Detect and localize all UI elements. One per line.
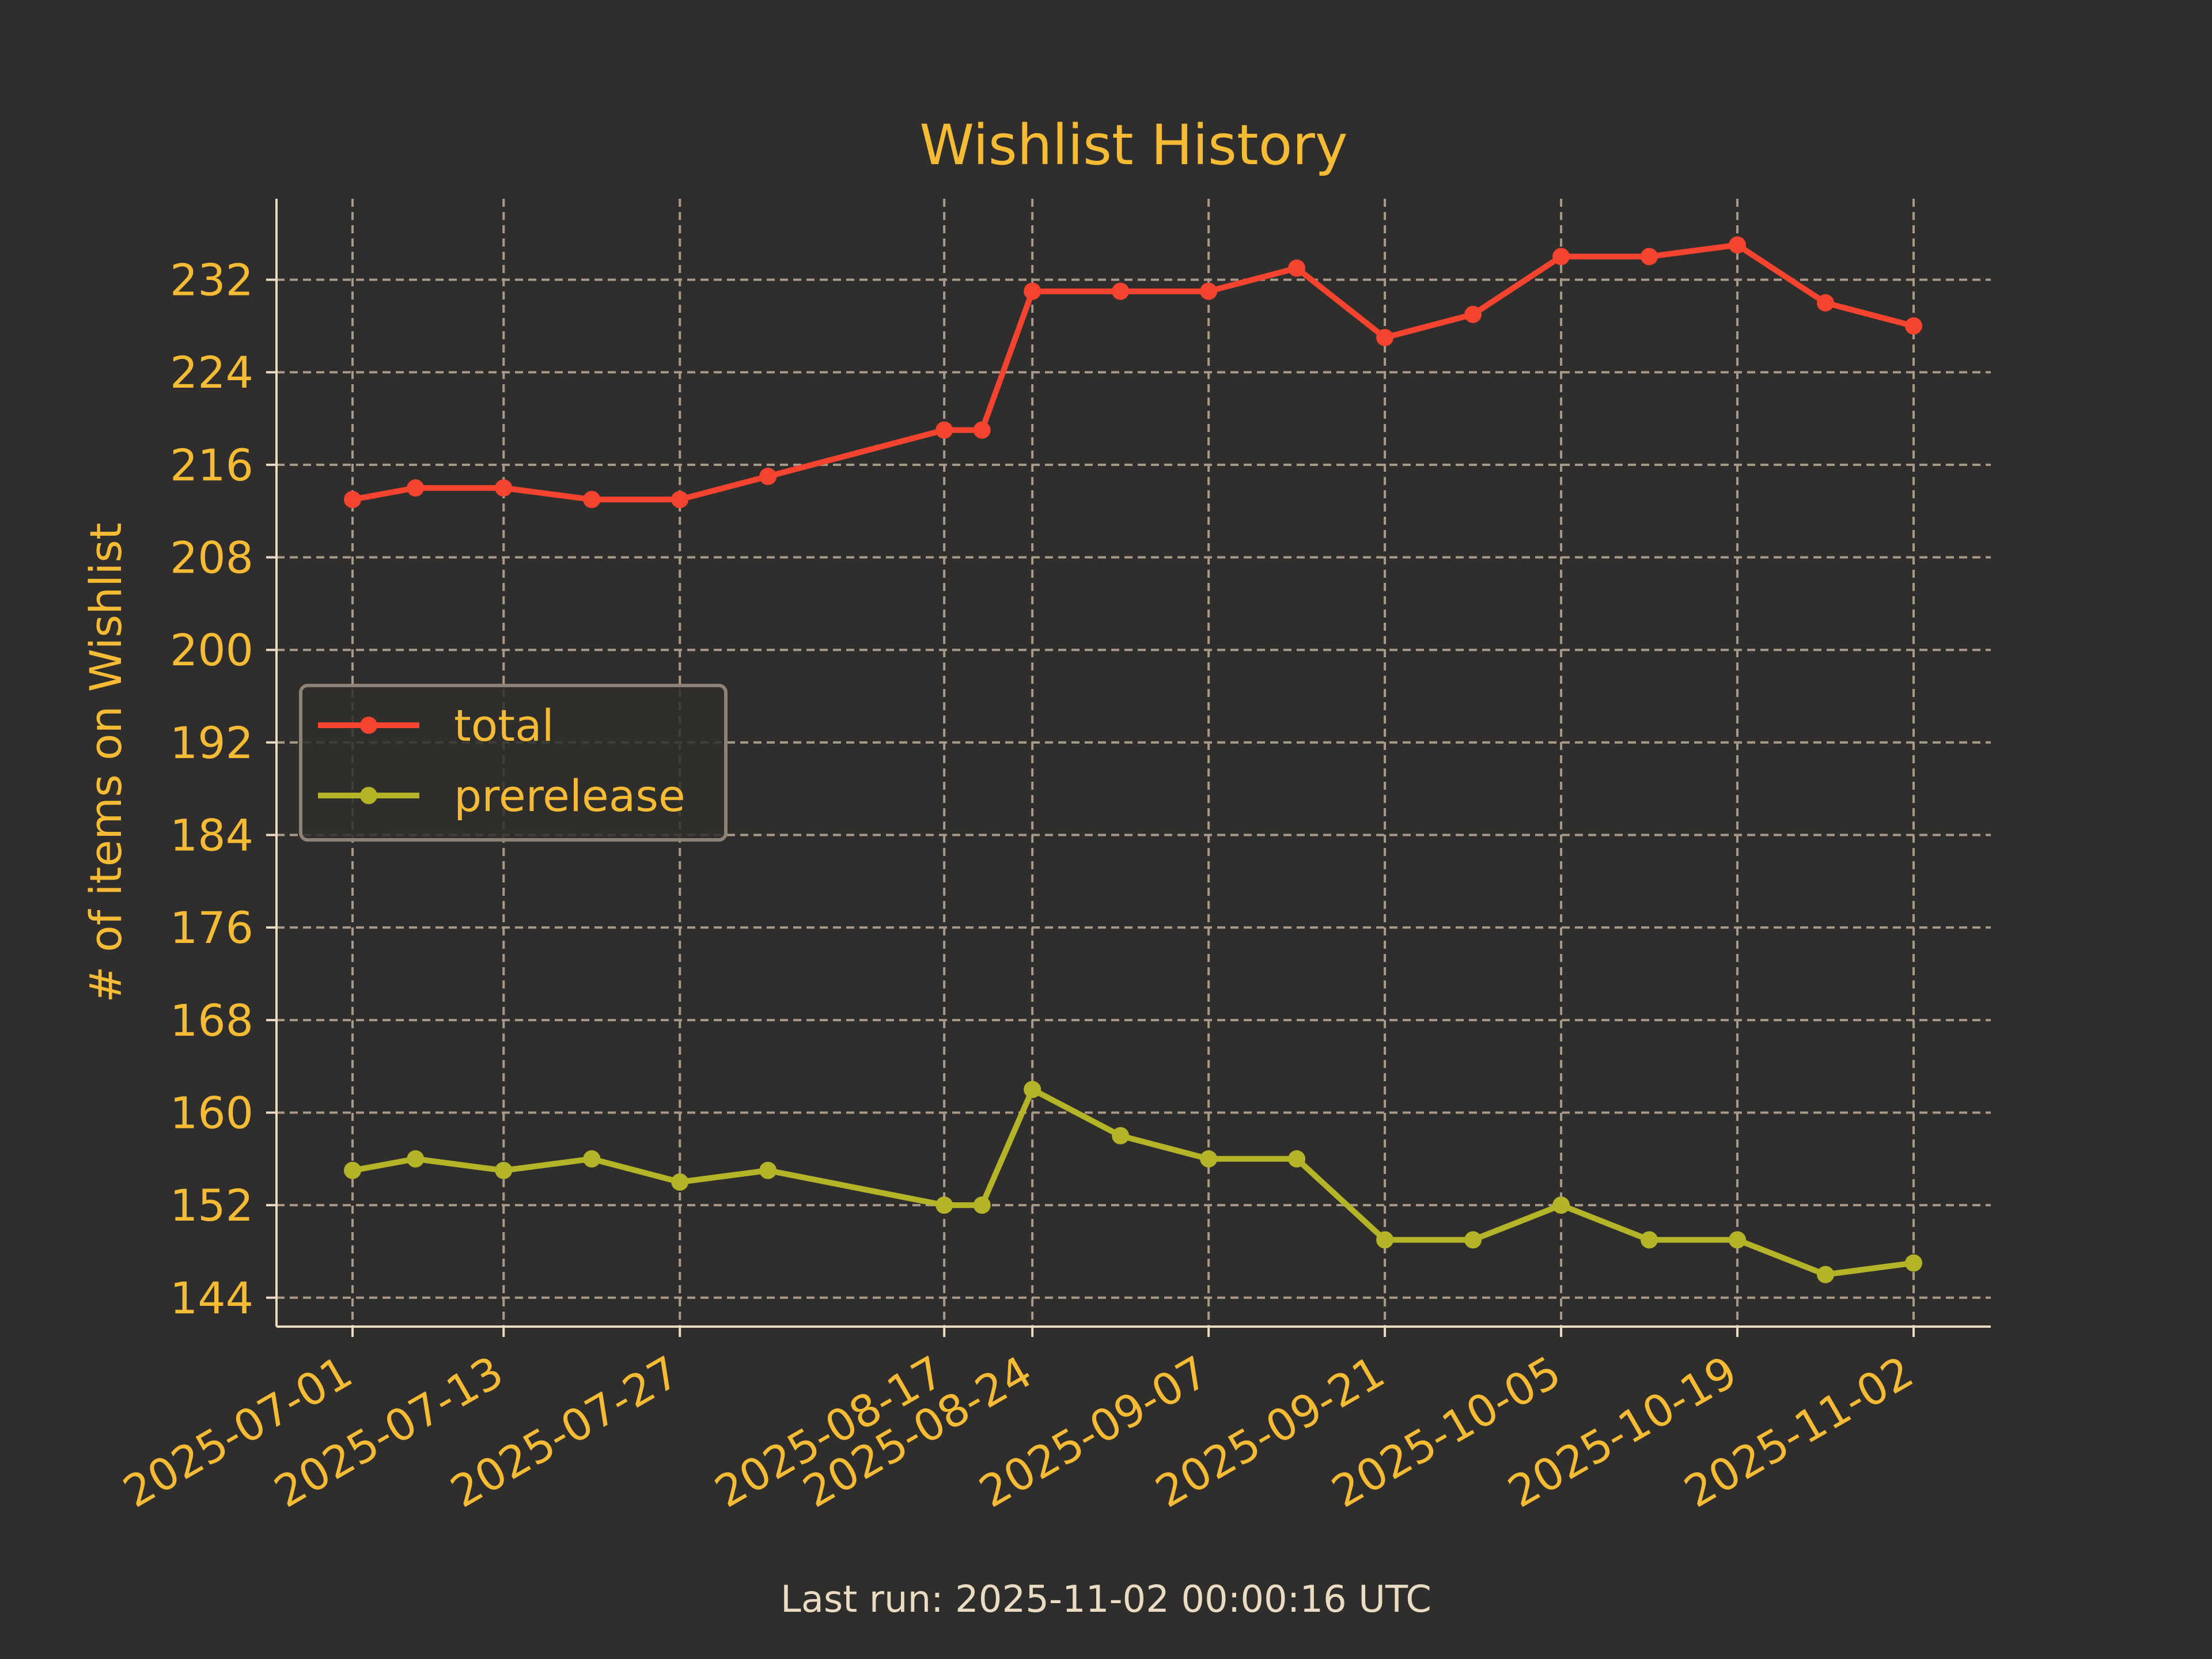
data-point-prerelease — [935, 1196, 953, 1214]
data-point-total — [1552, 248, 1570, 266]
series-line-prerelease — [352, 1086, 1914, 1278]
y-tick-label: 152 — [170, 1180, 253, 1231]
data-point-prerelease — [1552, 1196, 1570, 1214]
y-tick-label: 192 — [170, 717, 253, 768]
last-run-footer: Last run: 2025-11-02 00:00:16 UTC — [781, 1578, 1431, 1621]
data-point-total — [1641, 248, 1658, 266]
data-point-total — [407, 479, 425, 497]
y-tick-label: 184 — [170, 810, 253, 861]
data-point-prerelease — [1464, 1231, 1482, 1249]
data-point-prerelease — [1641, 1231, 1658, 1249]
y-tick-label: 200 — [170, 624, 253, 676]
data-point-prerelease — [1817, 1266, 1835, 1283]
data-point-total — [1024, 282, 1041, 300]
y-tick-label: 160 — [170, 1087, 253, 1138]
y-tick-label: 176 — [170, 902, 253, 953]
data-point-prerelease — [1729, 1231, 1747, 1249]
data-point-total — [583, 491, 601, 509]
data-point-total — [671, 491, 689, 509]
y-tick-label: 144 — [170, 1272, 253, 1324]
data-point-total — [1112, 282, 1130, 300]
data-point-total — [495, 479, 513, 497]
data-point-total — [1288, 259, 1306, 277]
legend-label: prerelease — [454, 770, 685, 821]
data-point-total — [1200, 282, 1218, 300]
legend-label: total — [454, 700, 554, 751]
data-point-prerelease — [1200, 1150, 1218, 1168]
data-point-total — [1905, 317, 1922, 335]
data-point-prerelease — [1905, 1254, 1922, 1272]
legend-marker-prerelease — [360, 787, 377, 804]
data-point-total — [1464, 305, 1482, 323]
data-point-prerelease — [1112, 1127, 1130, 1145]
data-point-prerelease — [583, 1150, 601, 1168]
data-point-prerelease — [495, 1161, 513, 1179]
data-point-total — [1729, 236, 1747, 254]
data-point-prerelease — [1376, 1231, 1394, 1249]
data-point-total — [1376, 328, 1394, 346]
data-point-prerelease — [671, 1173, 689, 1191]
data-point-total — [935, 421, 953, 439]
y-tick-label: 216 — [170, 440, 253, 491]
data-point-total — [973, 421, 991, 439]
data-point-prerelease — [1288, 1150, 1306, 1168]
data-point-prerelease — [759, 1161, 777, 1179]
data-point-total — [344, 491, 361, 509]
data-point-prerelease — [1024, 1081, 1041, 1099]
y-tick-label: 168 — [170, 995, 253, 1046]
y-axis-label: # of items on Wishlist — [80, 522, 131, 1003]
data-point-prerelease — [973, 1196, 991, 1214]
y-tick-label: 208 — [170, 532, 253, 584]
data-point-prerelease — [407, 1150, 425, 1168]
y-tick-label: 224 — [170, 347, 253, 398]
data-point-total — [1817, 294, 1835, 312]
data-point-prerelease — [344, 1161, 361, 1179]
y-tick-label: 232 — [170, 255, 253, 306]
chart-title: Wishlist History — [919, 113, 1347, 177]
data-point-total — [759, 467, 777, 485]
legend-marker-total — [360, 717, 377, 734]
